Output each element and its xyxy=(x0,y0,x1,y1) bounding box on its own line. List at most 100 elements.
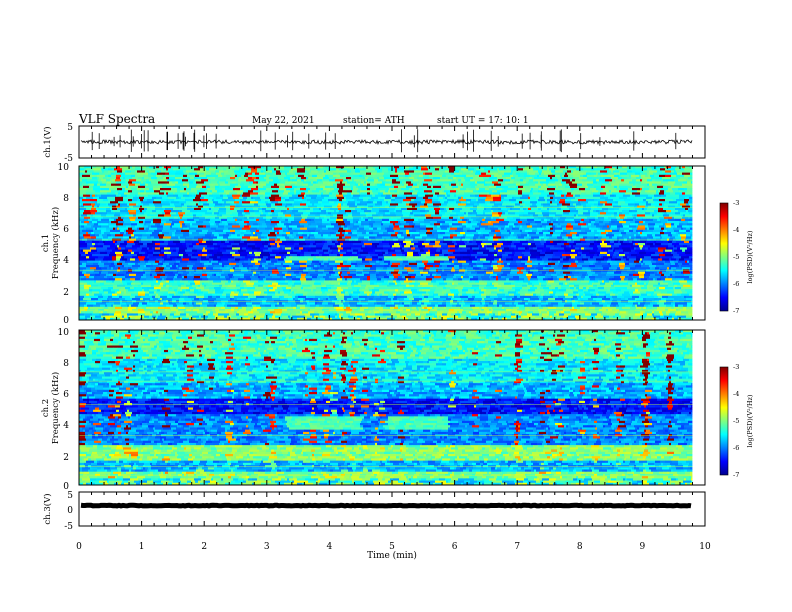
spectrogram-cell xyxy=(612,236,615,239)
spectrogram-cell xyxy=(189,227,197,231)
spectrogram-cell xyxy=(414,177,418,180)
spectrogram-cell xyxy=(288,240,296,244)
spectrogram-cell xyxy=(627,166,636,169)
spectrogram-cell xyxy=(142,177,145,180)
spectrogram-cell xyxy=(156,196,163,200)
spectrogram-cell xyxy=(424,192,429,195)
spectrogram-cell xyxy=(445,170,450,173)
spectrogram-cell xyxy=(311,232,319,235)
spectrogram-cell xyxy=(468,212,473,215)
spectrogram-cell xyxy=(434,223,441,226)
spectrogram-cell xyxy=(665,174,672,178)
spectrogram-cell xyxy=(104,229,107,233)
spectrogram-cell xyxy=(323,177,330,180)
spectrogram-cell xyxy=(591,205,598,209)
spectrogram-cell xyxy=(310,207,314,211)
spectrogram-cell xyxy=(406,243,415,246)
spectrogram-cell xyxy=(652,168,658,171)
spectrogram-cell xyxy=(287,207,290,211)
spectrogram-cell xyxy=(394,190,398,193)
spectrogram-cell xyxy=(458,179,462,182)
spectrogram-cell xyxy=(385,196,392,200)
spectrogram-cell xyxy=(291,221,300,224)
spectrogram-cell xyxy=(683,223,688,226)
spectrogram-cell xyxy=(185,166,188,169)
spectrogram-cell xyxy=(92,243,96,246)
spectrogram-cell xyxy=(125,190,129,193)
spectrogram-cell xyxy=(680,212,686,215)
spectrogram-cell xyxy=(340,181,343,184)
spectrogram-cell xyxy=(262,223,267,226)
spectrogram-cell xyxy=(463,185,472,189)
spectrogram-cell xyxy=(383,245,391,248)
spectrogram-cell xyxy=(420,249,425,253)
spectrogram-cell xyxy=(461,168,469,171)
spectrogram-cell xyxy=(524,227,530,231)
spectrogram-cell xyxy=(194,177,200,180)
spectrogram-cell xyxy=(240,199,247,202)
spectrogram-cell xyxy=(420,212,428,215)
spectrogram-cell xyxy=(167,185,174,189)
spectrogram-cell xyxy=(82,174,91,178)
spectrogram-cell xyxy=(626,190,632,193)
spectrogram-cell xyxy=(139,214,148,217)
spectrogram-cell xyxy=(346,245,355,248)
spectrogram-cell xyxy=(125,174,132,178)
spectrogram-cell xyxy=(397,194,404,198)
spectrogram-cell xyxy=(587,170,594,173)
spectrogram-cell xyxy=(194,236,203,239)
spectrogram-cell xyxy=(279,243,287,246)
spectrogram-cell xyxy=(576,166,583,169)
spectrogram-cell xyxy=(653,229,661,233)
spectrogram-cell xyxy=(571,199,579,202)
spectrogram-cell xyxy=(399,192,405,195)
spectrogram-cell xyxy=(193,181,197,184)
spectrogram-cell xyxy=(278,225,287,228)
spectrogram-cell xyxy=(187,185,190,189)
spectrogram-cell xyxy=(367,174,376,178)
spectrogram-cell xyxy=(306,210,311,213)
spectrogram-cell xyxy=(609,181,617,184)
spectrogram-cell xyxy=(397,234,402,237)
spectrogram-cell xyxy=(189,203,197,206)
spectrogram-cell xyxy=(482,190,490,193)
spectrogram-cell xyxy=(401,243,407,246)
spectrogram-cell xyxy=(656,190,659,193)
spectrogram-cell xyxy=(523,245,531,248)
spectrogram-cell xyxy=(394,247,401,250)
spectrogram-cell xyxy=(621,203,629,206)
spectrogram-cell xyxy=(125,207,128,211)
spectrogram-cell xyxy=(565,172,568,176)
spectrogram-cell xyxy=(108,203,117,206)
spectrogram-cell xyxy=(339,177,347,180)
spectrogram-cell xyxy=(333,183,336,187)
spectrogram-cell xyxy=(246,229,251,233)
spectrogram-cell xyxy=(623,227,630,231)
spectrogram-cell xyxy=(190,214,194,217)
spectrogram-cell xyxy=(443,196,446,200)
spectrogram-cell xyxy=(79,203,82,206)
spectrogram-cell xyxy=(577,172,585,176)
spectrogram-cell xyxy=(111,174,117,178)
spectrogram-cell xyxy=(429,174,436,178)
spectrogram-cell xyxy=(562,190,566,193)
spectrogram-cell xyxy=(644,232,653,235)
spectrogram-cell xyxy=(223,236,229,239)
spectrogram-cell xyxy=(456,240,465,244)
spectrogram-cell xyxy=(118,172,126,176)
spectrogram-cell xyxy=(246,188,252,191)
spectrogram-cell xyxy=(503,243,512,246)
spectrogram-cell xyxy=(321,216,325,220)
spectrogram-cell xyxy=(268,212,273,215)
spectrogram-cell xyxy=(127,240,135,244)
spectrogram-cell xyxy=(420,240,425,244)
spectrogram-cell xyxy=(328,196,336,200)
spectrogram-cell xyxy=(189,229,197,233)
spectrogram-cell xyxy=(193,199,202,202)
spectrogram-cell xyxy=(544,218,548,222)
spectrogram-cell xyxy=(610,194,615,198)
spectrogram-cell xyxy=(614,172,618,176)
spectrogram-cell xyxy=(329,251,332,255)
spectrogram-cell xyxy=(618,201,626,204)
spectrogram-cell xyxy=(388,190,391,193)
